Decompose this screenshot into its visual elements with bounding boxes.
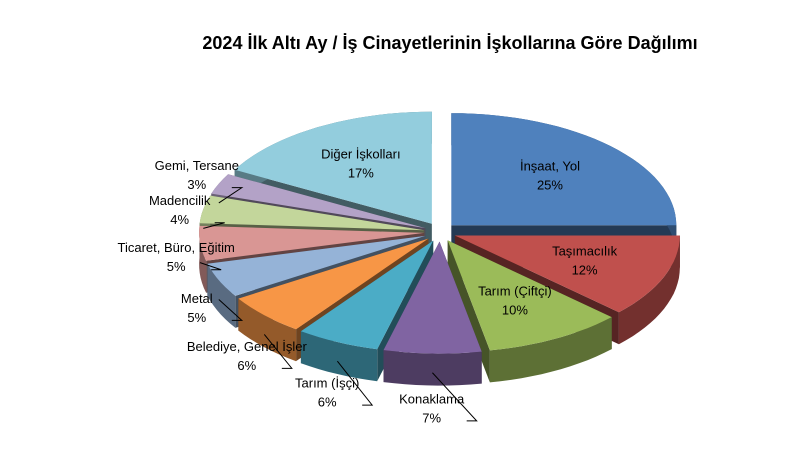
chart-title: 2024 İlk Altı Ay / İş Cinayetlerinin İşk… — [202, 33, 697, 53]
slice-label: İnşaat, Yol — [520, 159, 580, 174]
slice-rim — [207, 263, 236, 328]
slice-label: Gemi, Tersane — [155, 158, 239, 173]
slice-label: Belediye, Genel İşler — [187, 339, 308, 354]
slice-rim — [383, 350, 482, 386]
value-label: 25% — [537, 178, 563, 193]
value-label: 6% — [237, 358, 256, 373]
leader-line — [432, 372, 478, 422]
slice-top — [238, 238, 429, 330]
slice-label: Diğer İşkolları — [321, 146, 400, 161]
pie-slice — [383, 241, 482, 386]
slice-label: Metal — [181, 291, 213, 306]
slice-top — [454, 235, 680, 313]
leader-line — [199, 262, 222, 271]
value-label: 5% — [187, 310, 206, 325]
leader-line — [263, 334, 293, 369]
leader-line — [218, 299, 244, 321]
value-label: 5% — [167, 259, 186, 274]
slice-rim — [238, 298, 297, 362]
value-label: 3% — [187, 177, 206, 192]
leader-line — [336, 360, 374, 406]
slice-top — [199, 225, 425, 261]
value-label: 4% — [170, 212, 189, 227]
slice-top — [451, 113, 677, 226]
slice-label: Tarım (İşçi) — [295, 376, 359, 391]
slice-rim — [199, 225, 207, 293]
slice-label: Konaklama — [399, 391, 465, 406]
slice-rim — [618, 235, 680, 345]
leader-line — [218, 187, 244, 204]
slice-rim — [489, 317, 612, 383]
slice-top — [300, 240, 434, 350]
value-label: 7% — [422, 410, 441, 425]
value-label: 12% — [572, 263, 598, 278]
slice-top — [199, 195, 425, 231]
slice-top — [211, 174, 426, 229]
value-label: 17% — [348, 165, 374, 180]
slice-top — [234, 111, 432, 224]
slice-label: Taşımacılık — [552, 244, 618, 259]
leader-line — [203, 222, 225, 229]
slice-rim — [300, 331, 378, 382]
slice-top — [207, 235, 426, 296]
slice-top — [383, 241, 482, 354]
value-label: 10% — [502, 303, 528, 318]
value-label: 6% — [318, 395, 337, 410]
slice-label: Tarım (Çiftçi) — [478, 284, 552, 299]
slice-label: Madencilik — [149, 193, 211, 208]
slice-label: Ticaret, Büro, Eğitim — [118, 240, 235, 255]
slice-top — [447, 240, 612, 351]
